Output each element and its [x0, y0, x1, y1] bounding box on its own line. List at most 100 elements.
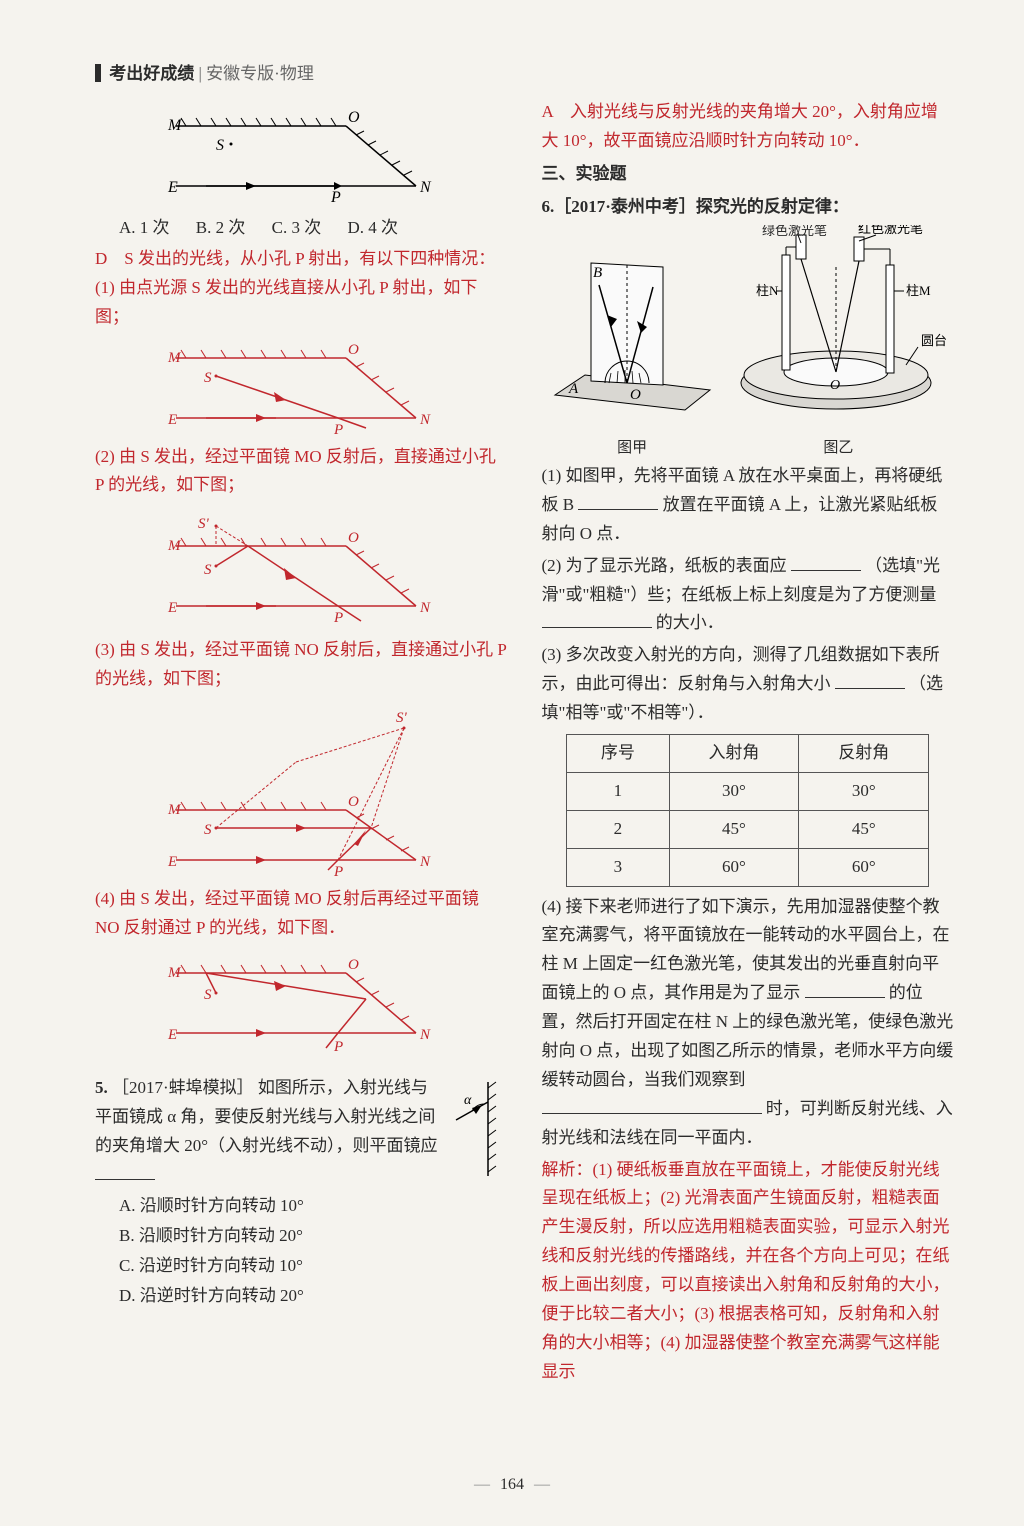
opt-c: C. 3 次 [272, 218, 322, 237]
svg-text:S: S [204, 370, 212, 386]
cell: 60° [799, 848, 929, 886]
q4-options: A. 1 次 B. 2 次 C. 3 次 D. 4 次 [119, 214, 508, 243]
section-3-title: 三、实验题 [542, 160, 955, 189]
q5-block: 5. ［2017·蚌埠模拟］ 如图所示，入射光线与平面镜成 α 角，要使反射光线… [95, 1074, 508, 1312]
cell: 45° [799, 810, 929, 848]
diagram-case2: M O E N P S S' [156, 508, 446, 628]
svg-text:M: M [167, 350, 182, 366]
cell: 1 [567, 772, 669, 810]
page-number: 164 [0, 1471, 1024, 1498]
q6-head: 6.［2017·泰州中考］探究光的反射定律： [542, 193, 955, 222]
svg-text:O: O [348, 957, 359, 973]
q6-4: (4) 接下来老师进行了如下演示，先用加湿器使整个教室充满雾气，将平面镜放在一能… [542, 893, 955, 1153]
svg-text:S': S' [396, 710, 408, 726]
svg-text:O: O [348, 109, 360, 126]
blank-2b [542, 610, 652, 629]
svg-text:M: M [167, 117, 183, 134]
q6-3: (3) 多次改变入射光的方向，测得了几组数据如下表所示，由此可得出：反射角与入射… [542, 641, 955, 728]
q6-table: 序号 入射角 反射角 1 30° 30° 2 45° 45° 3 60° 60° [566, 734, 929, 887]
header-bar-icon [95, 64, 101, 82]
svg-text:A: A [568, 381, 579, 397]
q5-opt-a: A. 沿顺时针方向转动 10° [119, 1192, 444, 1221]
fig-jia-caption: 图甲 [545, 436, 720, 462]
svg-text:E: E [167, 412, 177, 428]
svg-text:M: M [167, 538, 182, 554]
svg-text:P: P [333, 422, 343, 435]
svg-text:S: S [204, 987, 212, 1003]
svg-text:S: S [204, 822, 212, 838]
left-column: M O E N P S A. 1 次 B. 2 次 C. 3 次 D. 4 次 … [95, 60, 508, 1390]
svg-text:E: E [167, 1027, 177, 1043]
q6-2: (2) 为了显示光路，纸板的表面应 （选填"光滑"或"粗糙"）些；在纸板上标上刻… [542, 552, 955, 639]
cell: 60° [669, 848, 799, 886]
lbl-green: 绿色激光笔 [762, 225, 827, 238]
q5-num: 5. [95, 1078, 108, 1097]
blank-4a [805, 980, 885, 999]
fig-yi-wrap: O 绿色激光笔 红色激光笔 柱N 柱M 圆台 图乙 [726, 225, 951, 462]
q5-mirror-icon: α [450, 1074, 508, 1184]
svg-text:S: S [204, 562, 212, 578]
diagram-q4-setup: M O E N P S [156, 106, 446, 206]
q4-explanation-3: (3) 由 S 发出，经过平面镜 NO 反射后，直接通过小孔 P 的光线，如下图… [95, 636, 508, 694]
svg-text:柱M: 柱M [906, 283, 931, 298]
q5-text: 5. ［2017·蚌埠模拟］ 如图所示，入射光线与平面镜成 α 角，要使反射光线… [95, 1074, 444, 1190]
th-1: 序号 [567, 734, 669, 772]
svg-text:P: P [333, 1039, 343, 1055]
q4-explanation-4: (4) 由 S 发出，经过平面镜 MO 反射后再经过平面镜 NO 反射通过 P … [95, 885, 508, 943]
diagram-case1: M O E N P S [156, 340, 446, 435]
fig-yi: O 绿色激光笔 红色激光笔 柱N 柱M 圆台 [726, 225, 951, 425]
svg-text:N: N [419, 179, 432, 196]
opt-a: A. 1 次 [119, 218, 170, 237]
table-row: 2 45° 45° [567, 810, 929, 848]
opt-b: B. 2 次 [196, 218, 246, 237]
svg-text:红色激光笔: 红色激光笔 [858, 225, 923, 236]
svg-text:O: O [348, 794, 359, 810]
svg-text:M: M [167, 802, 182, 818]
svg-text:N: N [419, 600, 431, 616]
cell: 30° [799, 772, 929, 810]
q6-analysis: 解析：(1) 硬纸板垂直放在平面镜上，才能使反射光线呈现在纸板上；(2) 光滑表… [542, 1156, 955, 1387]
svg-text:P: P [333, 864, 343, 877]
svg-text:圆台: 圆台 [921, 333, 947, 348]
fig-jia: B A O [545, 245, 720, 425]
th-2: 入射角 [669, 734, 799, 772]
svg-text:N: N [419, 854, 431, 870]
lbl-red: 红色激光笔 [858, 225, 923, 236]
blank-2a [791, 552, 861, 571]
opt-d: D. 4 次 [347, 218, 398, 237]
q6-2c: 的大小． [656, 613, 724, 632]
svg-text:P: P [330, 189, 341, 206]
cell: 30° [669, 772, 799, 810]
blank-3 [835, 671, 905, 690]
q6-1: (1) 如图甲，先将平面镜 A 放在水平桌面上，再将硬纸板 B 放置在平面镜 A… [542, 462, 955, 549]
cell: 45° [669, 810, 799, 848]
header-title: 考出好成绩 [109, 64, 194, 83]
lbl-colM: 柱M [906, 283, 931, 298]
fig-jia-wrap: B A O 图甲 [545, 245, 720, 462]
svg-text:N: N [419, 1027, 431, 1043]
lbl-disk: 圆台 [921, 333, 947, 348]
svg-text:E: E [167, 179, 178, 196]
fig-yi-caption: 图乙 [726, 436, 951, 462]
diagram-case4: M O E N P S [156, 951, 446, 1066]
svg-text:O: O [348, 342, 359, 358]
diagram-case3: M O E N P S S' [156, 702, 446, 877]
q5-source: ［2017·蚌埠模拟］ [112, 1078, 254, 1097]
svg-text:绿色激光笔: 绿色激光笔 [762, 225, 827, 238]
header-subtitle: 安徽专版·物理 [206, 64, 314, 83]
svg-text:O: O [630, 387, 641, 403]
q5-opt-d: D. 沿逆时针方向转动 20° [119, 1282, 444, 1311]
q5-answer: A 入射光线与反射光线的夹角增大 20°，入射角应增大 10°，故平面镜应沿顺时… [542, 98, 955, 156]
svg-text:E: E [167, 854, 177, 870]
lbl-colN: 柱N [756, 283, 779, 298]
svg-text:S: S [216, 137, 224, 154]
q5-blank [95, 1161, 155, 1180]
svg-text:B: B [593, 265, 602, 281]
q6-head-text: 6.［2017·泰州中考］探究光的反射定律： [542, 197, 849, 216]
svg-text:O: O [830, 378, 840, 393]
q4-explanation-1: D S 发出的光线，从小孔 P 射出，有以下四种情况：(1) 由点光源 S 发出… [95, 245, 508, 332]
q5-opt-b: B. 沿顺时针方向转动 20° [119, 1222, 444, 1251]
svg-text:α: α [464, 1093, 472, 1108]
blank-1 [578, 491, 658, 510]
cell: 2 [567, 810, 669, 848]
